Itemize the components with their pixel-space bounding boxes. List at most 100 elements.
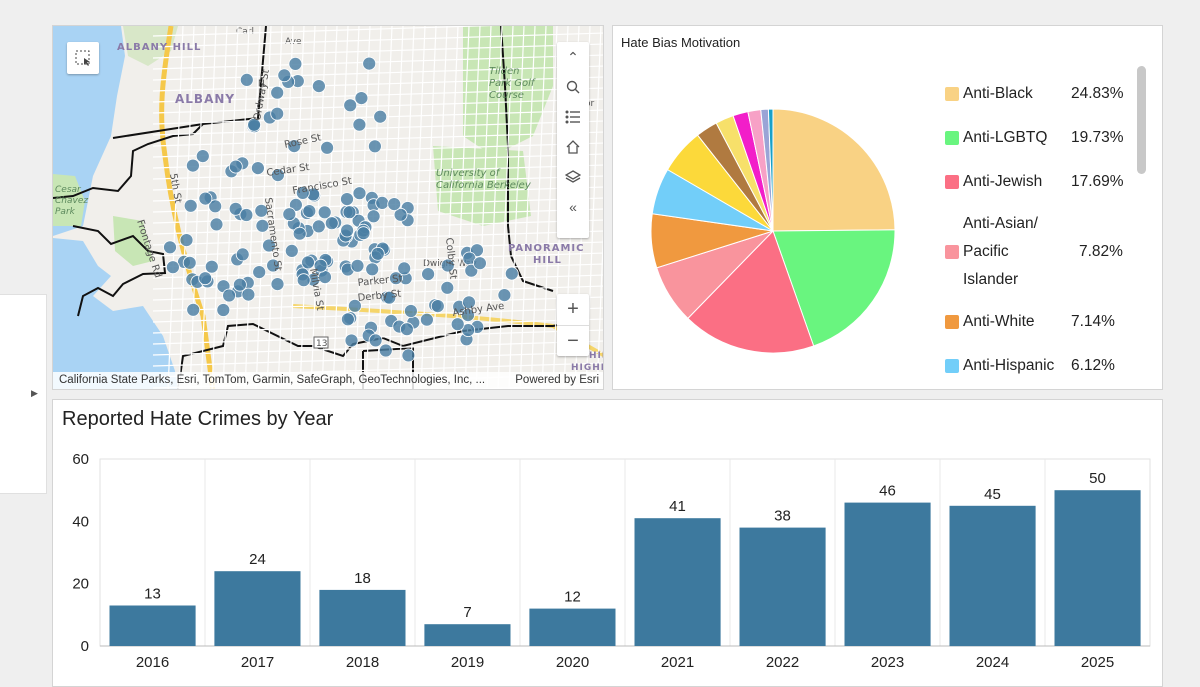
incident-point[interactable] xyxy=(302,204,317,219)
incident-point[interactable] xyxy=(373,109,388,124)
incident-point[interactable] xyxy=(239,208,254,222)
hate-crime-points-layer[interactable] xyxy=(163,56,519,363)
incident-point[interactable] xyxy=(387,197,402,212)
incident-point[interactable] xyxy=(350,258,365,273)
bar-2018[interactable] xyxy=(319,589,406,646)
home-button[interactable] xyxy=(557,132,589,162)
incident-point[interactable] xyxy=(208,199,223,214)
incident-point[interactable] xyxy=(183,198,198,213)
collapse-toolbar-button[interactable]: ⌃ xyxy=(557,42,589,72)
incident-point[interactable] xyxy=(362,56,377,71)
incident-point[interactable] xyxy=(401,348,416,363)
incident-point[interactable] xyxy=(354,91,369,105)
legend-button[interactable] xyxy=(557,102,589,132)
incident-point[interactable] xyxy=(277,68,292,83)
search-button[interactable] xyxy=(557,72,589,102)
incident-point[interactable] xyxy=(378,343,393,358)
incident-point[interactable] xyxy=(461,308,475,323)
incident-point[interactable] xyxy=(440,280,455,295)
collapse-left-button[interactable]: « xyxy=(557,192,589,222)
incident-point[interactable] xyxy=(262,238,276,253)
incident-point[interactable] xyxy=(287,139,302,153)
zoom-out-button[interactable]: − xyxy=(557,325,589,356)
incident-point[interactable] xyxy=(399,322,414,337)
incident-point[interactable] xyxy=(301,255,315,270)
incident-point[interactable] xyxy=(179,233,194,248)
incident-point[interactable] xyxy=(288,57,303,71)
incident-point[interactable] xyxy=(247,117,262,132)
incident-point[interactable] xyxy=(311,219,326,234)
incident-point[interactable] xyxy=(340,312,355,327)
incident-point[interactable] xyxy=(461,323,476,338)
incident-point[interactable] xyxy=(186,302,201,317)
bar-2025[interactable] xyxy=(1054,490,1141,646)
incident-point[interactable] xyxy=(397,261,412,276)
incident-point[interactable] xyxy=(182,255,197,270)
expand-panel-icon[interactable]: ▶ xyxy=(31,388,38,398)
incident-point[interactable] xyxy=(198,271,213,286)
incident-point[interactable] xyxy=(311,79,326,93)
incident-point[interactable] xyxy=(254,203,269,218)
incident-point[interactable] xyxy=(389,271,403,286)
bar-2020[interactable] xyxy=(529,608,616,646)
incident-point[interactable] xyxy=(366,209,381,224)
incident-point[interactable] xyxy=(250,161,265,176)
incident-point[interactable] xyxy=(368,333,383,348)
incident-point[interactable] xyxy=(421,267,436,282)
incident-point[interactable] xyxy=(228,201,243,216)
pie-slice-anti-black[interactable] xyxy=(772,108,896,232)
incident-point[interactable] xyxy=(266,258,281,273)
incident-point[interactable] xyxy=(195,149,210,164)
pie-slice-other-12[interactable] xyxy=(767,108,774,232)
incident-point[interactable] xyxy=(252,265,267,280)
incident-point[interactable] xyxy=(419,312,434,327)
incident-point[interactable] xyxy=(185,158,200,173)
incident-point[interactable] xyxy=(166,260,180,275)
incident-point[interactable] xyxy=(282,207,297,222)
incident-point[interactable] xyxy=(235,247,250,262)
incident-point[interactable] xyxy=(292,226,307,241)
incident-point[interactable] xyxy=(163,240,177,255)
incident-point[interactable] xyxy=(288,197,303,212)
incident-point[interactable] xyxy=(370,246,385,261)
incident-point[interactable] xyxy=(228,159,243,174)
bar-2024[interactable] xyxy=(949,505,1036,647)
incident-point[interactable] xyxy=(270,168,285,183)
bar-2017[interactable] xyxy=(214,571,301,646)
incident-point[interactable] xyxy=(317,205,332,220)
incident-point[interactable] xyxy=(241,287,256,302)
incident-point[interactable] xyxy=(270,106,285,121)
incident-point[interactable] xyxy=(343,98,358,113)
incident-point[interactable] xyxy=(352,186,367,201)
incident-point[interactable] xyxy=(340,192,354,207)
incident-point[interactable] xyxy=(504,266,519,281)
incident-point[interactable] xyxy=(472,256,487,271)
incident-point[interactable] xyxy=(403,304,418,318)
incident-point[interactable] xyxy=(209,217,224,232)
incident-point[interactable] xyxy=(352,117,367,132)
bar-2021[interactable] xyxy=(634,518,721,646)
incident-point[interactable] xyxy=(382,290,397,305)
incident-point[interactable] xyxy=(198,191,213,206)
legend-scrollbar[interactable] xyxy=(1137,66,1146,174)
incident-point[interactable] xyxy=(367,139,382,154)
bar-chart[interactable]: 0 20 40 60 13 2016 24 2017 18 2018 7 2019 12 2020 41 2… xyxy=(53,440,1164,687)
pie-slice-anti-jewish[interactable] xyxy=(687,230,815,354)
incident-point[interactable] xyxy=(270,277,285,292)
incident-point[interactable] xyxy=(216,303,231,317)
bar-2023[interactable] xyxy=(844,502,931,646)
incident-point[interactable] xyxy=(295,185,310,200)
incident-point[interactable] xyxy=(347,298,362,313)
pie-chart[interactable] xyxy=(648,106,898,356)
incident-point[interactable] xyxy=(232,277,247,292)
incident-point[interactable] xyxy=(284,243,299,258)
incident-point[interactable] xyxy=(497,288,512,303)
incident-point[interactable] xyxy=(324,216,339,231)
incident-point[interactable] xyxy=(204,259,219,274)
incident-point[interactable] xyxy=(296,273,311,288)
incident-point[interactable] xyxy=(375,195,390,210)
incident-point[interactable] xyxy=(344,333,359,348)
map-widget[interactable]: Dwight WayAveCarlNor ALBANY HILL ALBANY … xyxy=(52,25,604,390)
bar-2019[interactable] xyxy=(424,624,511,646)
incident-point[interactable] xyxy=(393,207,408,222)
